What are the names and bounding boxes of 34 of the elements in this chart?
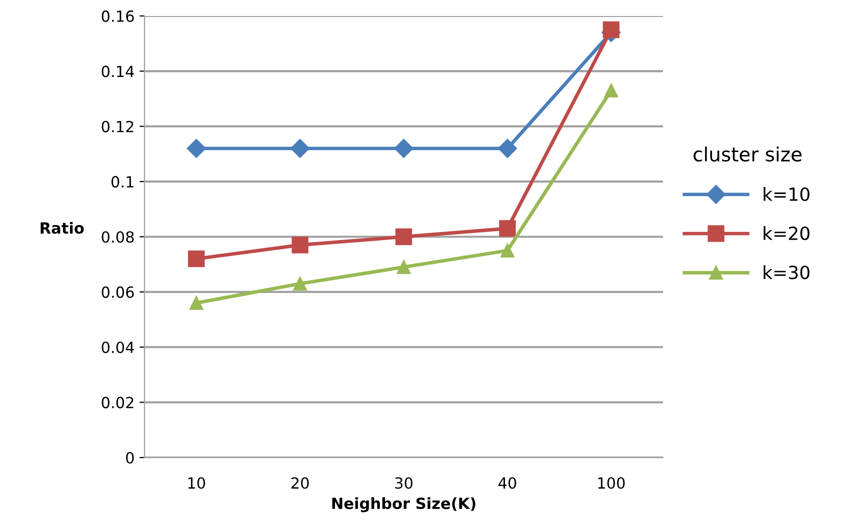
point xyxy=(604,84,618,98)
point xyxy=(394,138,414,158)
x-tick-label: 30 xyxy=(395,477,412,489)
y-tick-label: 0.06 xyxy=(102,286,134,298)
point xyxy=(188,250,205,268)
y-tick-label: 0.1 xyxy=(111,176,134,188)
point xyxy=(498,138,517,158)
y-tick-label: 0.12 xyxy=(102,120,134,132)
y-axis-title: Ratio xyxy=(40,222,84,234)
point xyxy=(499,220,516,237)
y-tick-label: 0.16 xyxy=(102,10,134,22)
point xyxy=(395,228,412,246)
point xyxy=(290,138,310,158)
legend-label: k=20 xyxy=(764,226,810,240)
legend-title: cluster size xyxy=(694,146,802,162)
y-tick-label: 0.08 xyxy=(102,231,134,243)
point xyxy=(500,244,514,258)
legend-label: k=30 xyxy=(764,265,810,280)
y-tick-label: 0.14 xyxy=(102,66,134,78)
x-tick-label: 100 xyxy=(598,477,625,489)
point xyxy=(293,276,307,291)
y-tick-label: 0.02 xyxy=(102,396,134,408)
x-tick-label: 10 xyxy=(188,477,206,489)
point xyxy=(396,260,411,274)
point xyxy=(186,138,206,158)
x-tick-label: 40 xyxy=(498,477,516,489)
y-tick-label: 0.04 xyxy=(102,342,134,354)
x-tick-label: 20 xyxy=(291,477,309,489)
point xyxy=(292,236,308,254)
legend-label: k=10 xyxy=(764,187,810,202)
point xyxy=(189,296,204,310)
point xyxy=(602,21,620,38)
x-axis-title: Neighbor Size(K) xyxy=(332,497,476,512)
y-tick-label: 0 xyxy=(126,452,134,464)
